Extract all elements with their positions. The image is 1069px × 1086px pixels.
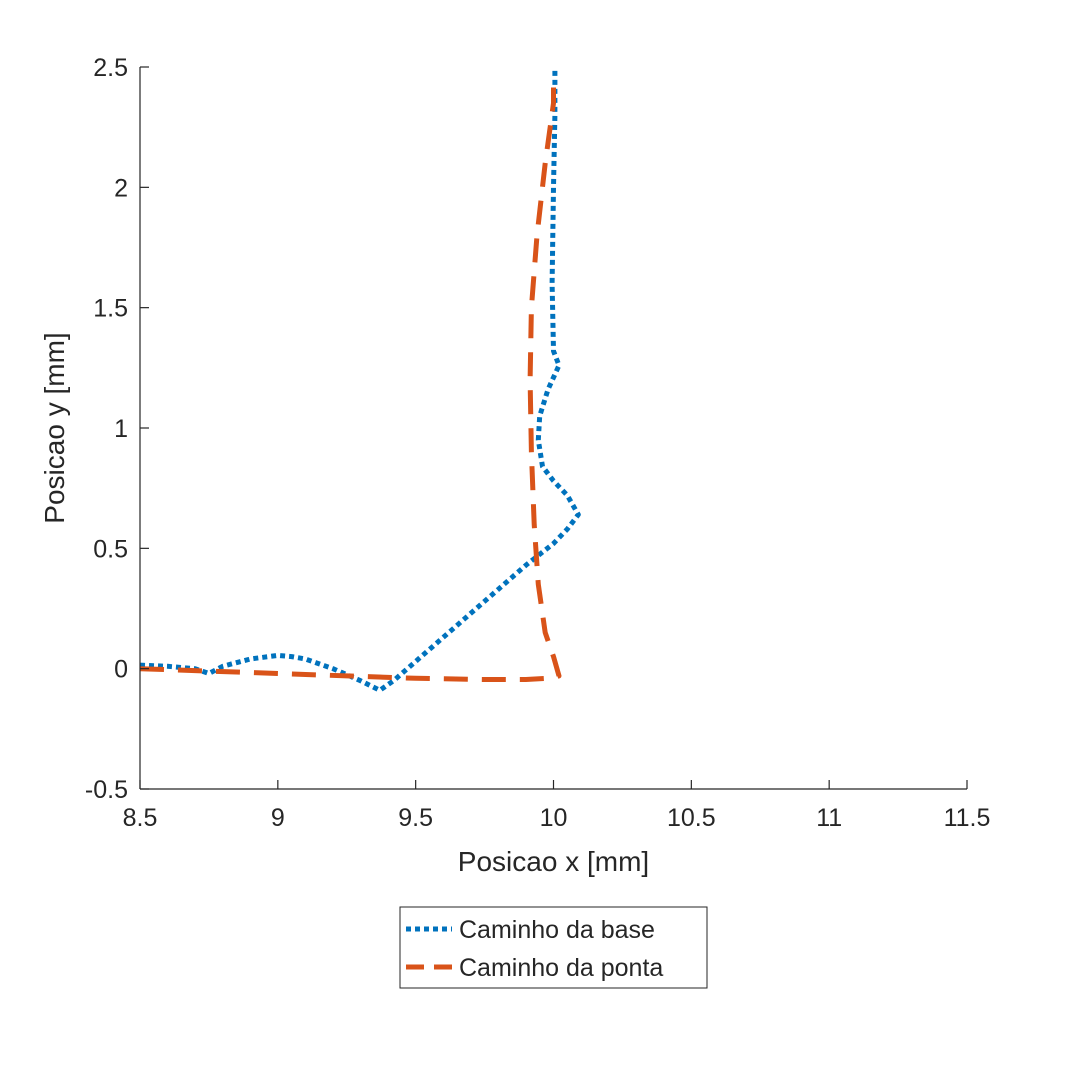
x-tick-label: 11.5: [944, 804, 991, 832]
y-axis-label: Posicao y [mm]: [39, 332, 70, 523]
y-tick-label: 2: [114, 174, 128, 202]
legend: Caminho da base Caminho da ponta: [399, 906, 708, 989]
x-axis-label: Posicao x [mm]: [458, 846, 649, 877]
legend-label-ponta: Caminho da ponta: [459, 954, 663, 982]
x-tick-label: 10: [540, 804, 568, 832]
x-ticks: 8.5 9 9.5 10 10.5 11 11.5: [123, 780, 991, 832]
legend-box: [399, 906, 708, 989]
x-tick-label: 8.5: [123, 804, 158, 832]
y-tick-label: -0.5: [85, 776, 128, 804]
legend-label-base: Caminho da base: [459, 916, 655, 944]
y-tick-label: 0.5: [93, 535, 128, 563]
x-tick-label: 9.5: [398, 804, 433, 832]
series-line-ponta: [139, 79, 562, 682]
series-layer: [139, 67, 581, 693]
x-tick-label: 11: [816, 804, 842, 832]
y-tick-label: 1.5: [93, 295, 128, 323]
x-tick-label: 10.5: [667, 804, 716, 832]
y-tick-label: 0: [114, 656, 128, 684]
series-line-base: [139, 67, 581, 693]
y-tick-label: 1: [114, 415, 128, 443]
x-tick-label: 9: [271, 804, 285, 832]
y-ticks: -0.5 0 0.5 1 1.5 2 2.5: [85, 54, 149, 804]
y-tick-label: 2.5: [93, 54, 128, 82]
